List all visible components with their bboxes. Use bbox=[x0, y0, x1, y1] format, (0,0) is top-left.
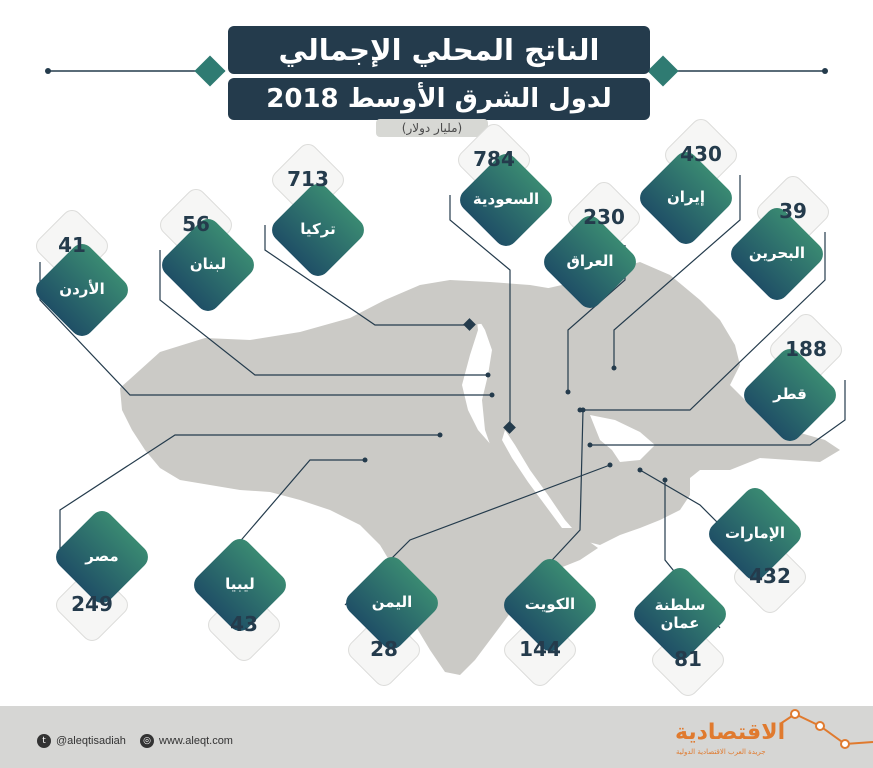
gdp-value: 188 bbox=[785, 337, 827, 361]
gdp-value: 56 bbox=[182, 212, 210, 236]
publication-logo: الاقتصادية bbox=[675, 720, 786, 745]
label-diamond bbox=[194, 539, 286, 631]
country-name: سلطنة عمان bbox=[654, 596, 706, 632]
country-name: مصر bbox=[85, 547, 119, 565]
gdp-value: 430 bbox=[680, 142, 722, 166]
label-diamond bbox=[634, 568, 726, 660]
country-name: الإمارات bbox=[724, 524, 786, 542]
gdp-value: 230 bbox=[583, 205, 625, 229]
gdp-value: 249 bbox=[71, 592, 113, 616]
label-diamond bbox=[56, 511, 148, 603]
title-line-2: لدول الشرق الأوسط 2018 bbox=[228, 78, 650, 120]
country-name: إيران bbox=[666, 188, 706, 206]
footer-trend-line bbox=[779, 709, 873, 749]
gulf-water bbox=[590, 415, 655, 462]
gdp-value: 713 bbox=[287, 167, 329, 191]
publication-tagline: جريدة العرب الاقتصادية الدولية bbox=[676, 748, 766, 756]
footer: t @aleqtisadiah ◎ www.aleqt.com الاقتصاد… bbox=[0, 706, 873, 768]
country-name: لبنان bbox=[189, 255, 227, 273]
gdp-value: 144 bbox=[519, 637, 561, 661]
label-diamond bbox=[744, 349, 836, 441]
country-name: البحرين bbox=[748, 244, 806, 262]
gdp-value: 41 bbox=[58, 233, 86, 257]
label-diamond bbox=[731, 208, 823, 300]
label-diamond bbox=[544, 216, 636, 308]
leader-lines bbox=[39, 175, 846, 629]
gdp-value: 784 bbox=[473, 147, 515, 171]
country-name: العراق bbox=[566, 252, 614, 270]
country-name: ليبيا bbox=[225, 575, 255, 593]
label-diamond bbox=[36, 244, 128, 336]
gdp-value: 43 bbox=[230, 612, 258, 636]
label-diamond bbox=[346, 557, 438, 649]
label-diamond bbox=[504, 559, 596, 651]
website-link[interactable]: www.aleqt.com bbox=[159, 735, 233, 747]
country-name: الأردن bbox=[59, 280, 105, 298]
country-name: اليمن bbox=[371, 593, 413, 611]
country-name: قطر bbox=[773, 385, 807, 403]
gdp-value: 432 bbox=[749, 564, 791, 588]
label-diamond bbox=[272, 184, 364, 276]
country-name: الكويت bbox=[524, 595, 576, 613]
country-name: تركيا bbox=[300, 220, 336, 238]
turkey-landmass bbox=[410, 280, 580, 325]
unit-label: (مليار دولار) bbox=[376, 119, 488, 137]
globe-icon: ◎ bbox=[140, 734, 154, 748]
gdp-value: 28 bbox=[370, 637, 398, 661]
label-diamond bbox=[460, 154, 552, 246]
africa-landmass bbox=[120, 285, 598, 675]
label-diamond bbox=[709, 488, 801, 580]
label-diamond bbox=[640, 152, 732, 244]
twitter-icon: t bbox=[37, 734, 51, 748]
country-name: السعودية bbox=[472, 190, 540, 208]
label-diamond bbox=[162, 219, 254, 311]
red-sea bbox=[502, 430, 572, 528]
gdp-value: 39 bbox=[779, 199, 807, 223]
arabia-landmass bbox=[470, 262, 840, 545]
gdp-value: 81 bbox=[674, 647, 702, 671]
twitter-handle[interactable]: @aleqtisadiah bbox=[56, 735, 126, 747]
